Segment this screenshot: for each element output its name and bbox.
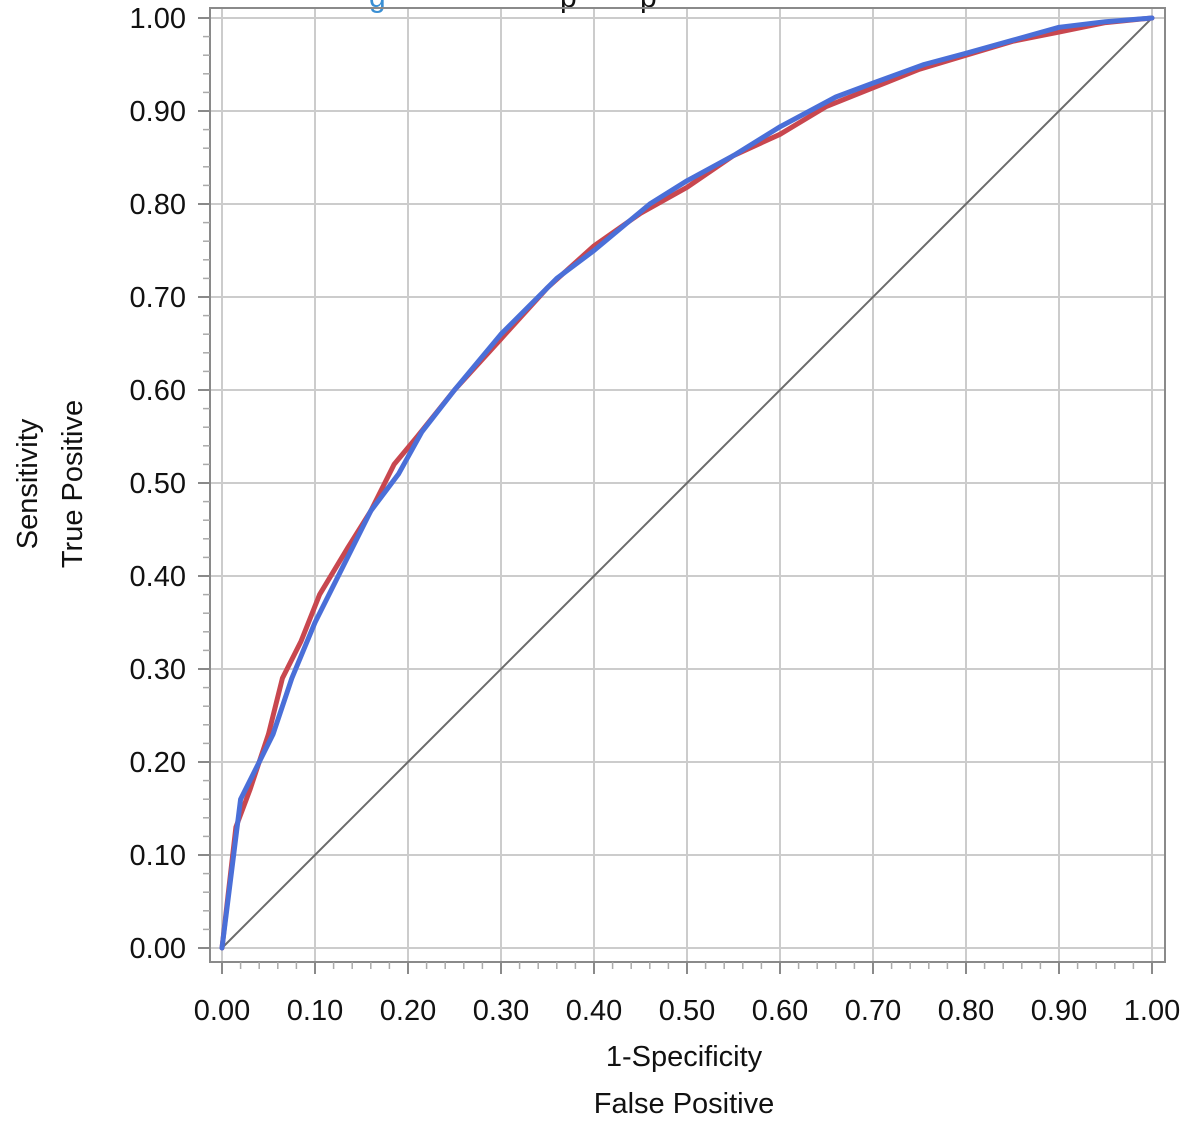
series-layer xyxy=(219,15,1155,951)
x-axis-title-line-1: 1-Specificity xyxy=(606,1041,763,1073)
x-tick-label: 0.50 xyxy=(659,995,715,1027)
y-tick-label: 0.80 xyxy=(130,189,186,221)
x-axis-title-line-2: False Positive xyxy=(594,1088,775,1120)
y-axis-title-line-2: True Positive xyxy=(57,400,89,568)
x-tick-labels: 0.00 0.10 0.20 0.30 0.40 0.50 0.60 0.70 0.80 0.90… xyxy=(194,995,1180,1027)
x-tick-label: 0.20 xyxy=(380,995,436,1027)
roc-series-line-2 xyxy=(219,15,1155,951)
y-tick-label: 0.50 xyxy=(130,468,186,500)
y-tick-label: 1.00 xyxy=(130,3,186,35)
x-tick-label: 0.90 xyxy=(1031,995,1087,1027)
x-tick-label: 0.40 xyxy=(566,995,622,1027)
x-tick-label: 1.00 xyxy=(1124,995,1180,1027)
y-tick-label: 0.20 xyxy=(130,747,186,779)
y-tick-labels: 0.00 0.10 0.20 0.30 0.40 0.50 0.60 0.70 0.80 0.90… xyxy=(130,3,186,965)
x-tick-label: 0.60 xyxy=(752,995,808,1027)
x-tick-label: 0.00 xyxy=(194,995,250,1027)
y-tick-label: 0.60 xyxy=(130,375,186,407)
x-tick-label: 0.70 xyxy=(845,995,901,1027)
x-tick-label: 0.10 xyxy=(287,995,343,1027)
x-tick-label: 0.30 xyxy=(473,995,529,1027)
y-tick-label: 0.30 xyxy=(130,654,186,686)
reference-diagonal-line xyxy=(221,17,1153,949)
y-tick-label: 0.40 xyxy=(130,561,186,593)
reference-layer xyxy=(221,17,1153,949)
y-axis-title-line-1: Sensitivity xyxy=(12,418,44,549)
y-tick-label: 0.90 xyxy=(130,96,186,128)
y-tick-label: 0.10 xyxy=(130,840,186,872)
y-tick-label: 0.00 xyxy=(130,933,186,965)
x-tick-label: 0.80 xyxy=(938,995,994,1027)
tick-layer xyxy=(198,17,1153,974)
y-tick-label: 0.70 xyxy=(130,282,186,314)
